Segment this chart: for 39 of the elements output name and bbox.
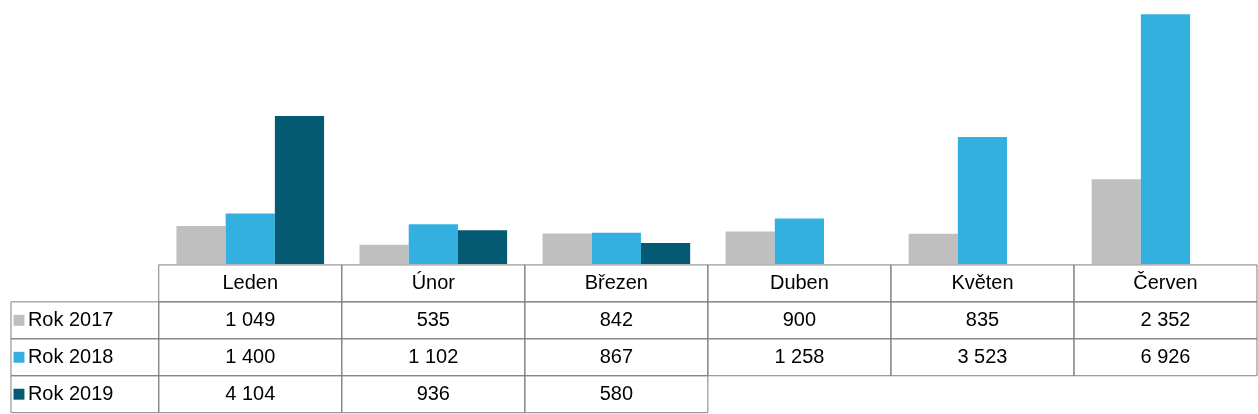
data-label: 1 102: [408, 345, 459, 368]
data-label: 835: [965, 308, 1000, 331]
legend-label: Rok 2019: [27, 382, 114, 405]
bar: [225, 213, 275, 264]
bar: [725, 231, 775, 264]
bar: [908, 233, 958, 264]
bar: [640, 243, 691, 264]
data-label: 842: [599, 308, 633, 331]
data-label: 6 926: [1140, 345, 1191, 368]
x-tick-label: Květen: [951, 271, 1014, 294]
legend-label: Rok 2018: [27, 345, 114, 368]
data-label: 867: [599, 345, 633, 368]
bar: [591, 232, 641, 264]
x-tick-label: Duben: [769, 271, 829, 294]
data-label: 535: [416, 308, 450, 331]
data-label: 580: [599, 382, 633, 405]
bar: [774, 218, 824, 264]
data-label: 4 104: [225, 382, 276, 405]
x-tick-label: Červen: [1133, 271, 1198, 294]
bar: [1140, 14, 1191, 264]
legend-label: Rok 2017: [27, 308, 114, 331]
data-label: 1 049: [225, 308, 276, 331]
data-label: 900: [782, 308, 817, 331]
x-tick-label: Březen: [584, 271, 648, 294]
bar: [1091, 179, 1141, 264]
bar: [274, 116, 325, 264]
bar: [408, 224, 458, 264]
bar: [359, 244, 409, 264]
data-label: 1 258: [774, 345, 825, 368]
bar: [957, 136, 1008, 264]
data-label: 3 523: [957, 345, 1008, 368]
data-label: 936: [416, 382, 450, 405]
x-tick-label: Leden: [222, 271, 279, 294]
data-label: 1 400: [225, 345, 276, 368]
data-label: 2 352: [1140, 308, 1191, 331]
bar: [542, 233, 592, 264]
bar: [457, 230, 508, 264]
bar: [176, 226, 226, 264]
x-tick-label: Únor: [411, 271, 456, 294]
